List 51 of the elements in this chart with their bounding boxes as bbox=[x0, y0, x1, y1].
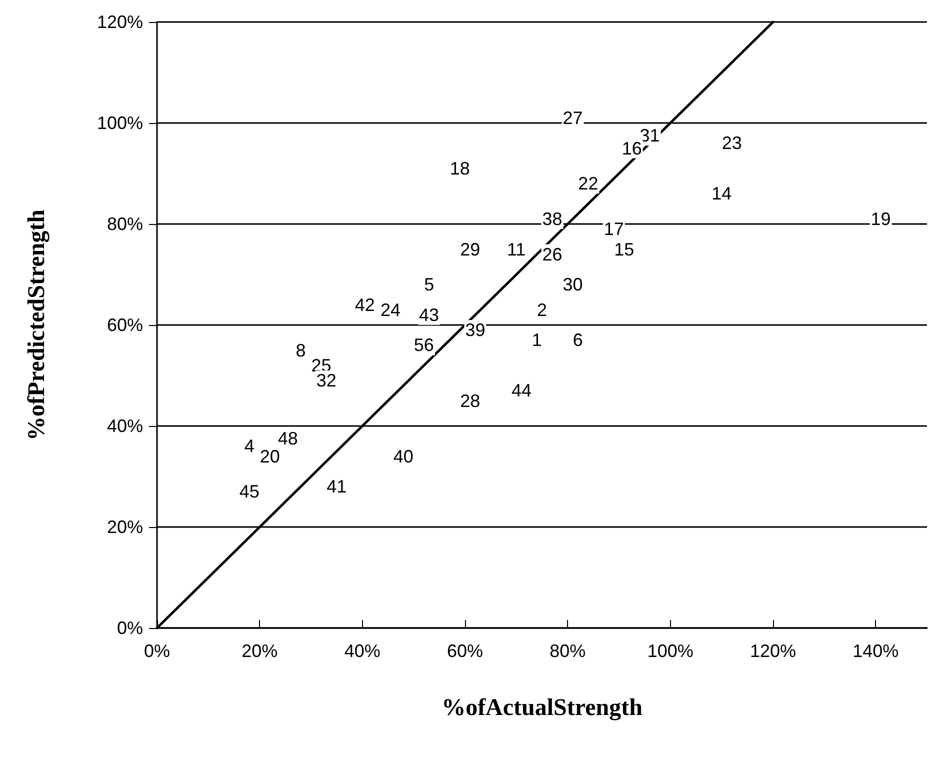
annotation: 38 bbox=[542, 208, 562, 229]
annotation: 8 bbox=[296, 340, 306, 360]
annotation: 5 bbox=[424, 274, 434, 295]
x-tick-label: 140% bbox=[852, 641, 899, 661]
y-tick-label: 40% bbox=[106, 416, 143, 436]
y-tick-label: 20% bbox=[106, 517, 143, 537]
annotation: 22 bbox=[578, 174, 598, 194]
x-tick-label: 120% bbox=[750, 641, 796, 661]
x-tick-label: 100% bbox=[647, 641, 694, 661]
annotation: 29 bbox=[460, 239, 480, 260]
annotation: 1 bbox=[532, 330, 542, 350]
annotation: 26 bbox=[542, 244, 562, 264]
annotation: 19 bbox=[870, 208, 891, 229]
y-tick-label: 60% bbox=[106, 315, 143, 335]
annotation: 48 bbox=[278, 428, 298, 449]
annotation: 42 bbox=[354, 294, 375, 315]
y-tick-label: 80% bbox=[106, 214, 143, 234]
annotation: 56 bbox=[414, 335, 434, 356]
annotation: 6 bbox=[572, 330, 583, 350]
annotation: 44 bbox=[511, 380, 532, 401]
annotation: 23 bbox=[722, 133, 742, 154]
annotation: 18 bbox=[450, 158, 470, 178]
y-tick-label: 100% bbox=[96, 113, 143, 133]
x-axis-title: %ofActualStrength bbox=[442, 695, 642, 721]
annotation: 41 bbox=[326, 476, 347, 497]
annotation: 45 bbox=[239, 482, 260, 502]
annotation: 2 bbox=[536, 300, 548, 320]
annotation: 31 bbox=[640, 126, 660, 146]
annotation: 32 bbox=[316, 370, 336, 391]
x-tick-label: 80% bbox=[550, 641, 586, 661]
x-tick-label: 40% bbox=[344, 641, 380, 661]
annotation: 43 bbox=[419, 304, 440, 325]
y-tick-label: 120% bbox=[96, 12, 143, 32]
annotation: 30 bbox=[562, 274, 583, 295]
x-tick-label: 20% bbox=[242, 641, 278, 661]
x-tick-label: 0% bbox=[144, 641, 170, 661]
annotation: 39 bbox=[465, 320, 486, 340]
annotation: 24 bbox=[380, 300, 401, 320]
annotation: 17 bbox=[604, 219, 624, 240]
annotation: 27 bbox=[562, 108, 583, 128]
annotation: 11 bbox=[506, 239, 526, 260]
annotation: 14 bbox=[712, 184, 732, 204]
annotation: 15 bbox=[614, 239, 634, 260]
annotation: 28 bbox=[460, 390, 480, 411]
annotation: 40 bbox=[393, 446, 414, 466]
annotation: 20 bbox=[260, 446, 280, 466]
y-axis-title: %ofPredictedStrength bbox=[24, 209, 50, 441]
annotation: 4 bbox=[244, 436, 254, 456]
annotation: 16 bbox=[622, 138, 642, 158]
x-tick-label: 60% bbox=[446, 641, 484, 661]
y-tick-label: 0% bbox=[116, 618, 143, 638]
